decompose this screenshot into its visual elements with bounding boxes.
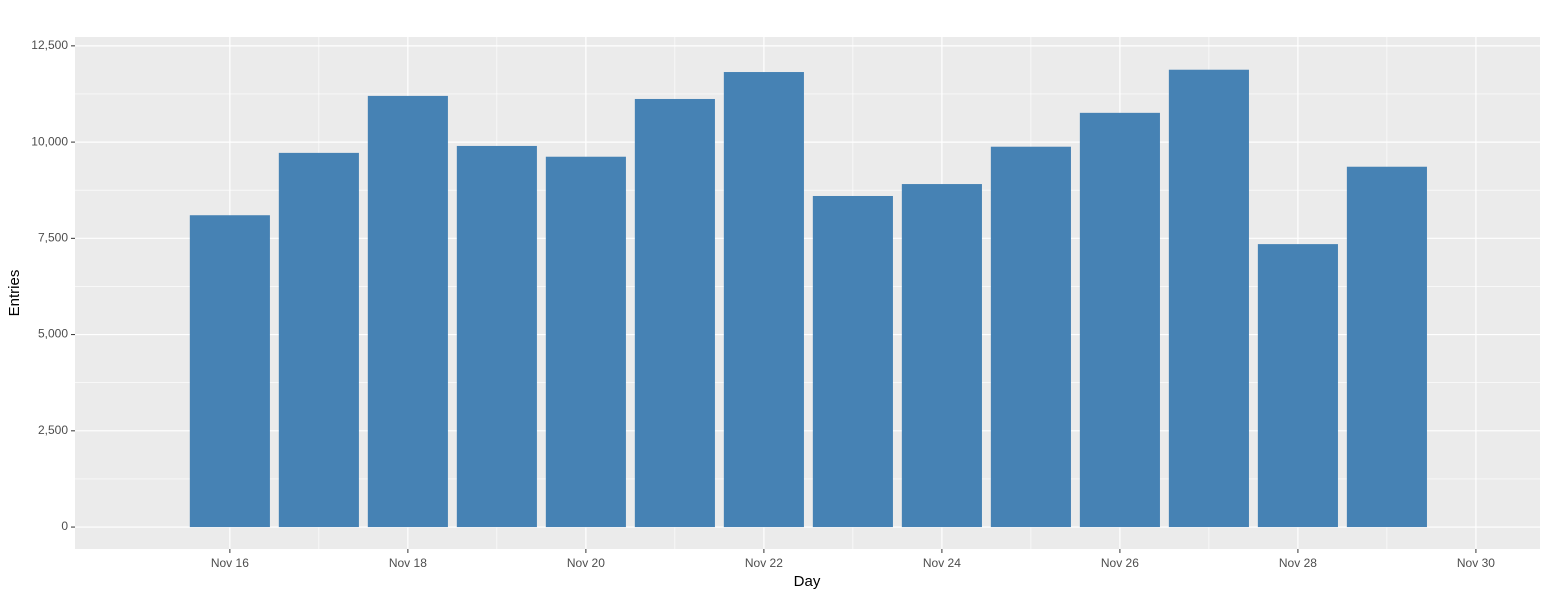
x-tick-label: Nov 20 bbox=[567, 556, 605, 570]
bar bbox=[634, 98, 715, 528]
x-tick-label: Nov 24 bbox=[923, 556, 961, 570]
bar bbox=[189, 215, 270, 528]
bar bbox=[1257, 244, 1338, 528]
x-axis-title: Day bbox=[794, 573, 821, 590]
bar bbox=[278, 152, 359, 528]
bar bbox=[367, 95, 448, 528]
x-tick-label: Nov 16 bbox=[211, 556, 249, 570]
x-tick-label: Nov 22 bbox=[745, 556, 783, 570]
x-tick-label: Nov 30 bbox=[1457, 556, 1495, 570]
y-tick-label: 10,000 bbox=[31, 134, 68, 148]
bar bbox=[990, 146, 1071, 528]
y-tick-label: 2,500 bbox=[38, 423, 68, 437]
x-tick-label: Nov 18 bbox=[389, 556, 427, 570]
bar bbox=[901, 184, 982, 528]
bar bbox=[1079, 112, 1160, 528]
bars bbox=[189, 69, 1427, 528]
bar bbox=[456, 145, 537, 528]
y-tick-label: 12,500 bbox=[31, 38, 68, 52]
x-tick-label: Nov 28 bbox=[1279, 556, 1317, 570]
y-axis-title: Entries bbox=[6, 270, 23, 317]
axes: 0 2,500 5,000 7,500 10,000 12,500 Nov 16 Nov 18… bbox=[31, 38, 1495, 570]
bar bbox=[723, 72, 804, 528]
bar bbox=[545, 156, 626, 528]
y-tick-label: 7,500 bbox=[38, 231, 68, 245]
y-tick-label: 5,000 bbox=[38, 327, 68, 341]
y-tick-label: 0 bbox=[61, 519, 68, 533]
bar bbox=[1346, 166, 1427, 528]
bar bbox=[812, 195, 893, 528]
bar bbox=[1168, 69, 1249, 528]
x-tick-label: Nov 26 bbox=[1101, 556, 1139, 570]
